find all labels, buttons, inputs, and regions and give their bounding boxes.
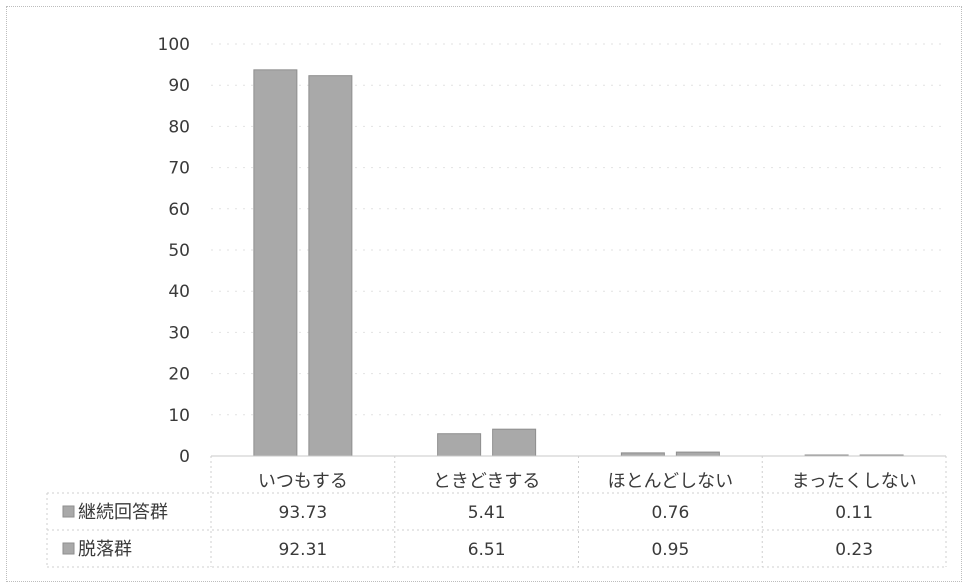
y-tick-label: 0: [179, 447, 190, 467]
y-tick-label: 30: [168, 323, 190, 343]
table-cell-value: 0.11: [835, 503, 873, 523]
bars: [253, 69, 904, 457]
category-label: まったくしない: [791, 471, 916, 492]
legend-swatch: [62, 505, 75, 518]
y-tick-label: 100: [158, 35, 190, 55]
category-label: ときどきする: [433, 471, 540, 492]
y-tick-label: 50: [168, 241, 190, 261]
table-cell-value: 92.31: [279, 540, 328, 560]
table-cell-value: 0.95: [651, 540, 689, 560]
y-axis: 0 10 20 30 40 50 60 70 80 90 100: [158, 35, 190, 467]
bar-dropout: [308, 75, 353, 457]
bar-continuing: [253, 69, 298, 457]
y-tick-label: 70: [168, 159, 190, 179]
series-label: 継続回答群: [78, 502, 168, 523]
series-label: 脱落群: [78, 539, 132, 560]
y-tick-label: 10: [168, 406, 190, 426]
category-label: いつもする: [258, 471, 348, 492]
y-tick-label: 20: [168, 365, 190, 385]
y-tick-label: 80: [168, 117, 190, 137]
table-cell-value: 6.51: [468, 540, 506, 560]
y-tick-label: 40: [168, 282, 190, 302]
chart-frame: [6, 6, 962, 582]
y-tick-label: 90: [168, 76, 190, 96]
bar-dropout: [492, 428, 537, 457]
legend-swatch: [62, 542, 75, 555]
y-tick-label: 60: [168, 200, 190, 220]
table-cell-value: 0.23: [835, 540, 873, 560]
table-cell-value: 5.41: [468, 503, 506, 523]
bar-dropout: [675, 451, 720, 457]
category-label: ほとんどしない: [608, 471, 733, 492]
table-cell-value: 93.73: [279, 503, 328, 523]
bar-continuing: [437, 433, 482, 457]
table-cell-value: 0.76: [651, 503, 689, 523]
